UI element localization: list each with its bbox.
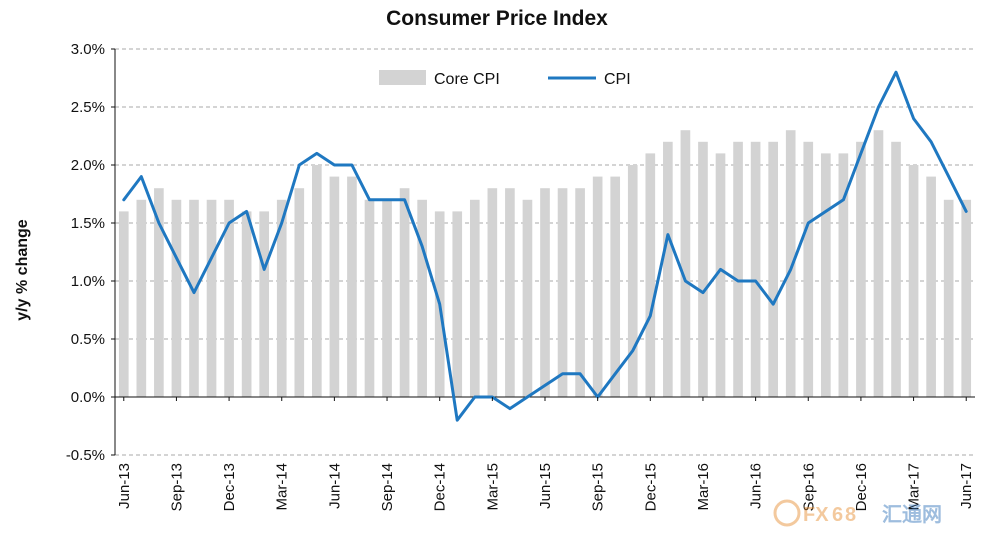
legend-cpi-label: CPI <box>604 71 631 88</box>
core-cpi-bar <box>961 199 972 397</box>
core-cpi-bar <box>820 153 831 397</box>
core-cpi-bar <box>856 141 866 397</box>
core-cpi-bar <box>698 141 708 397</box>
y-tick-label: 3.0% <box>71 41 105 58</box>
core-cpi-bar <box>118 211 129 397</box>
core-cpi-bar <box>943 199 954 397</box>
x-tick-labels: Jun-13 Sep-13 Dec-13 Mar-14 Jun-14 Sep-14 Dec-… <box>116 397 975 511</box>
x-tick-label: Jun-16 <box>748 463 765 509</box>
y-tick-label: 1.0% <box>71 273 105 290</box>
x-tick-label: Sep-13 <box>168 463 185 511</box>
core-cpi-bar <box>838 153 849 397</box>
core-cpi-bars <box>118 130 972 397</box>
y-tick-label: 0.0% <box>71 389 105 406</box>
watermark-cn: 汇通网 <box>882 503 942 526</box>
core-cpi-bar <box>873 130 884 397</box>
core-cpi-bar <box>715 153 726 397</box>
core-cpi-bar <box>522 199 533 397</box>
watermark: FX 6 8 汇通网 <box>773 499 942 527</box>
core-cpi-bar <box>312 165 322 397</box>
watermark-6: 6 <box>832 504 843 526</box>
core-cpi-bar <box>785 130 796 397</box>
x-tick-label: Jun-17 <box>958 463 975 509</box>
core-cpi-bar <box>505 188 515 397</box>
chart-title: Consumer Price Index <box>386 7 608 30</box>
y-tick-label: 2.0% <box>71 157 105 174</box>
x-tick-label: Mar-16 <box>695 463 712 511</box>
core-cpi-bar <box>575 188 585 397</box>
y-axis-label: y/y % change <box>14 219 31 320</box>
core-cpi-bar <box>803 141 814 397</box>
x-tick-label: Jun-13 <box>116 463 133 509</box>
cpi-line <box>122 70 968 422</box>
core-cpi-bar <box>417 199 427 397</box>
y-tick-label: 2.5% <box>71 99 105 116</box>
core-cpi-bar <box>645 153 656 397</box>
core-cpi-bar <box>136 199 147 397</box>
x-tick-label: Dec-15 <box>642 463 659 511</box>
x-tick-label: Mar-17 <box>906 463 923 511</box>
cpi-series-line <box>122 70 968 422</box>
x-tick-label: Jun-15 <box>537 463 554 509</box>
core-cpi-bar <box>540 188 550 397</box>
core-cpi-bar <box>189 199 199 397</box>
core-cpi-bar <box>663 141 673 397</box>
core-cpi-bar <box>382 199 392 397</box>
core-cpi-bar <box>241 211 252 397</box>
core-cpi-bar <box>364 199 375 397</box>
x-tick-label: Sep-15 <box>590 463 607 511</box>
core-cpi-bar <box>733 141 743 397</box>
core-cpi-bar <box>926 176 936 397</box>
core-cpi-bar <box>206 199 217 397</box>
y-tick-label: 1.5% <box>71 215 105 232</box>
x-tick-label: Sep-14 <box>379 463 396 511</box>
core-cpi-bar <box>259 211 270 397</box>
core-cpi-bar <box>294 188 305 397</box>
core-cpi-bar <box>592 176 603 397</box>
core-cpi-bar <box>750 141 761 397</box>
watermark-fx: FX <box>803 504 829 526</box>
legend: Core CPI CPI <box>379 70 631 88</box>
core-cpi-bar <box>768 141 778 397</box>
core-cpi-bar <box>452 211 463 397</box>
core-cpi-bar <box>557 188 568 397</box>
y-tick-label: 0.5% <box>71 331 105 348</box>
core-cpi-bar <box>171 199 182 397</box>
x-tick-label: Dec-13 <box>221 463 238 511</box>
watermark-logo-icon <box>773 499 801 527</box>
core-cpi-bar <box>680 130 691 397</box>
core-cpi-bar <box>908 165 919 397</box>
core-cpi-bar <box>891 141 901 397</box>
y-tick-label: -0.5% <box>66 447 105 464</box>
x-tick-label: Mar-15 <box>484 463 501 511</box>
legend-core-cpi-label: Core CPI <box>434 71 500 88</box>
x-tick-label: Sep-16 <box>800 463 817 511</box>
core-cpi-bar <box>154 188 164 397</box>
core-cpi-bar <box>487 188 498 397</box>
watermark-8: 8 <box>845 504 856 526</box>
legend-core-cpi-swatch <box>379 70 426 85</box>
x-tick-label: Dec-14 <box>432 463 449 511</box>
x-tick-label: Jun-14 <box>326 463 343 509</box>
core-cpi-bar <box>224 199 234 397</box>
x-tick-label: Mar-14 <box>274 463 291 511</box>
core-cpi-bar <box>329 176 340 397</box>
core-cpi-bar <box>627 165 638 397</box>
y-tick-labels: -0.5% 0.0% 0.5% 1.0% 1.5% 2.0% 2.5% 3.0% <box>66 41 115 464</box>
core-cpi-bar <box>399 188 410 397</box>
core-cpi-bar <box>610 176 621 397</box>
core-cpi-bar <box>276 199 287 397</box>
core-cpi-bar <box>347 176 357 397</box>
x-tick-label: Dec-16 <box>853 463 870 511</box>
core-cpi-bar <box>469 199 480 397</box>
